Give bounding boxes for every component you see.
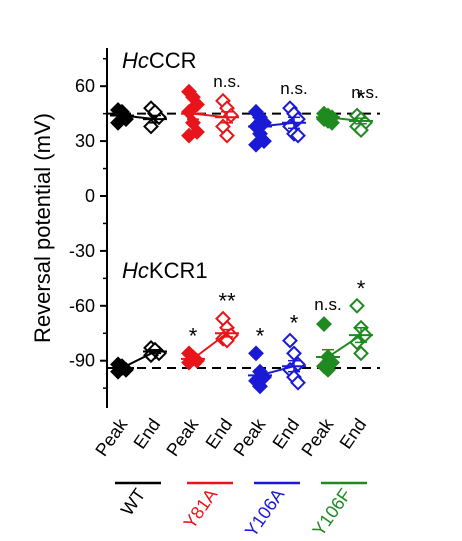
- significance-label: *: [357, 85, 366, 110]
- data-point-open: [290, 127, 306, 144]
- data-point-open: [290, 374, 306, 391]
- y-tick-label: -30: [69, 241, 95, 261]
- data-point-open: [282, 332, 298, 349]
- data-point-filled: [316, 316, 332, 333]
- category-label: Peak: [162, 414, 202, 460]
- group-label-y106f: Y106F: [308, 485, 355, 540]
- significance-label: **: [218, 289, 236, 314]
- significance-label: *: [189, 323, 198, 348]
- mean-connector: [121, 114, 156, 121]
- y-tick-label: -90: [69, 351, 95, 371]
- significance-label: n.s.: [280, 79, 307, 98]
- panel-title-italic: Hc: [122, 48, 149, 73]
- panel-title: HcCCR: [122, 48, 197, 73]
- mean-connector: [259, 121, 295, 128]
- mean-connector: [121, 350, 156, 369]
- mean-connector: [192, 112, 228, 119]
- category-label: Peak: [229, 414, 269, 460]
- significance-label: n.s.: [314, 295, 341, 314]
- y-tick-label: 0: [85, 186, 95, 206]
- data-point-filled: [248, 136, 264, 153]
- panel-title-text: KCR1: [149, 258, 208, 283]
- y-tick-label: 30: [75, 131, 95, 151]
- data-point-open: [349, 297, 365, 314]
- y-tick-label: -60: [69, 296, 95, 316]
- data-point-filled: [252, 378, 268, 395]
- mean-connector: [192, 332, 228, 360]
- category-label: End: [130, 415, 165, 453]
- mean-connector: [327, 334, 362, 358]
- mean-connector: [327, 116, 362, 122]
- panel-title: HcKCR1: [122, 258, 208, 283]
- group-label-y106a: Y106A: [241, 485, 288, 541]
- panel-title-text: CCR: [149, 48, 197, 73]
- mean-connector: [259, 365, 295, 377]
- significance-label: n.s.: [213, 72, 240, 91]
- data-marks: [110, 83, 373, 395]
- panel-title-italic: Hc: [122, 258, 149, 283]
- significance-label: n.s.: [351, 83, 378, 102]
- y-tick-label: 60: [75, 76, 95, 96]
- significance-label: *: [357, 276, 366, 301]
- data-point-open: [353, 345, 369, 362]
- data-point-filled: [248, 345, 264, 362]
- axis-layer: 60 30 0 -30 -60 -90 Reversal potential (mV): [30, 48, 108, 408]
- data-point-filled: [181, 127, 197, 144]
- data-point-open: [286, 345, 302, 362]
- category-label: Peak: [297, 414, 337, 460]
- group-label-wt: WT: [117, 485, 149, 519]
- reference-lines: [107, 112, 380, 370]
- y-axis-label: Reversal potential (mV): [30, 113, 55, 343]
- significance-label: *: [290, 311, 299, 336]
- category-label: End: [336, 415, 371, 453]
- data-point-open: [219, 127, 235, 144]
- significance-label: *: [256, 323, 265, 348]
- data-point-filled: [320, 361, 336, 378]
- group-label-y81a: Y81A: [180, 485, 222, 533]
- data-point-open: [353, 122, 369, 139]
- category-label: Peak: [91, 414, 131, 460]
